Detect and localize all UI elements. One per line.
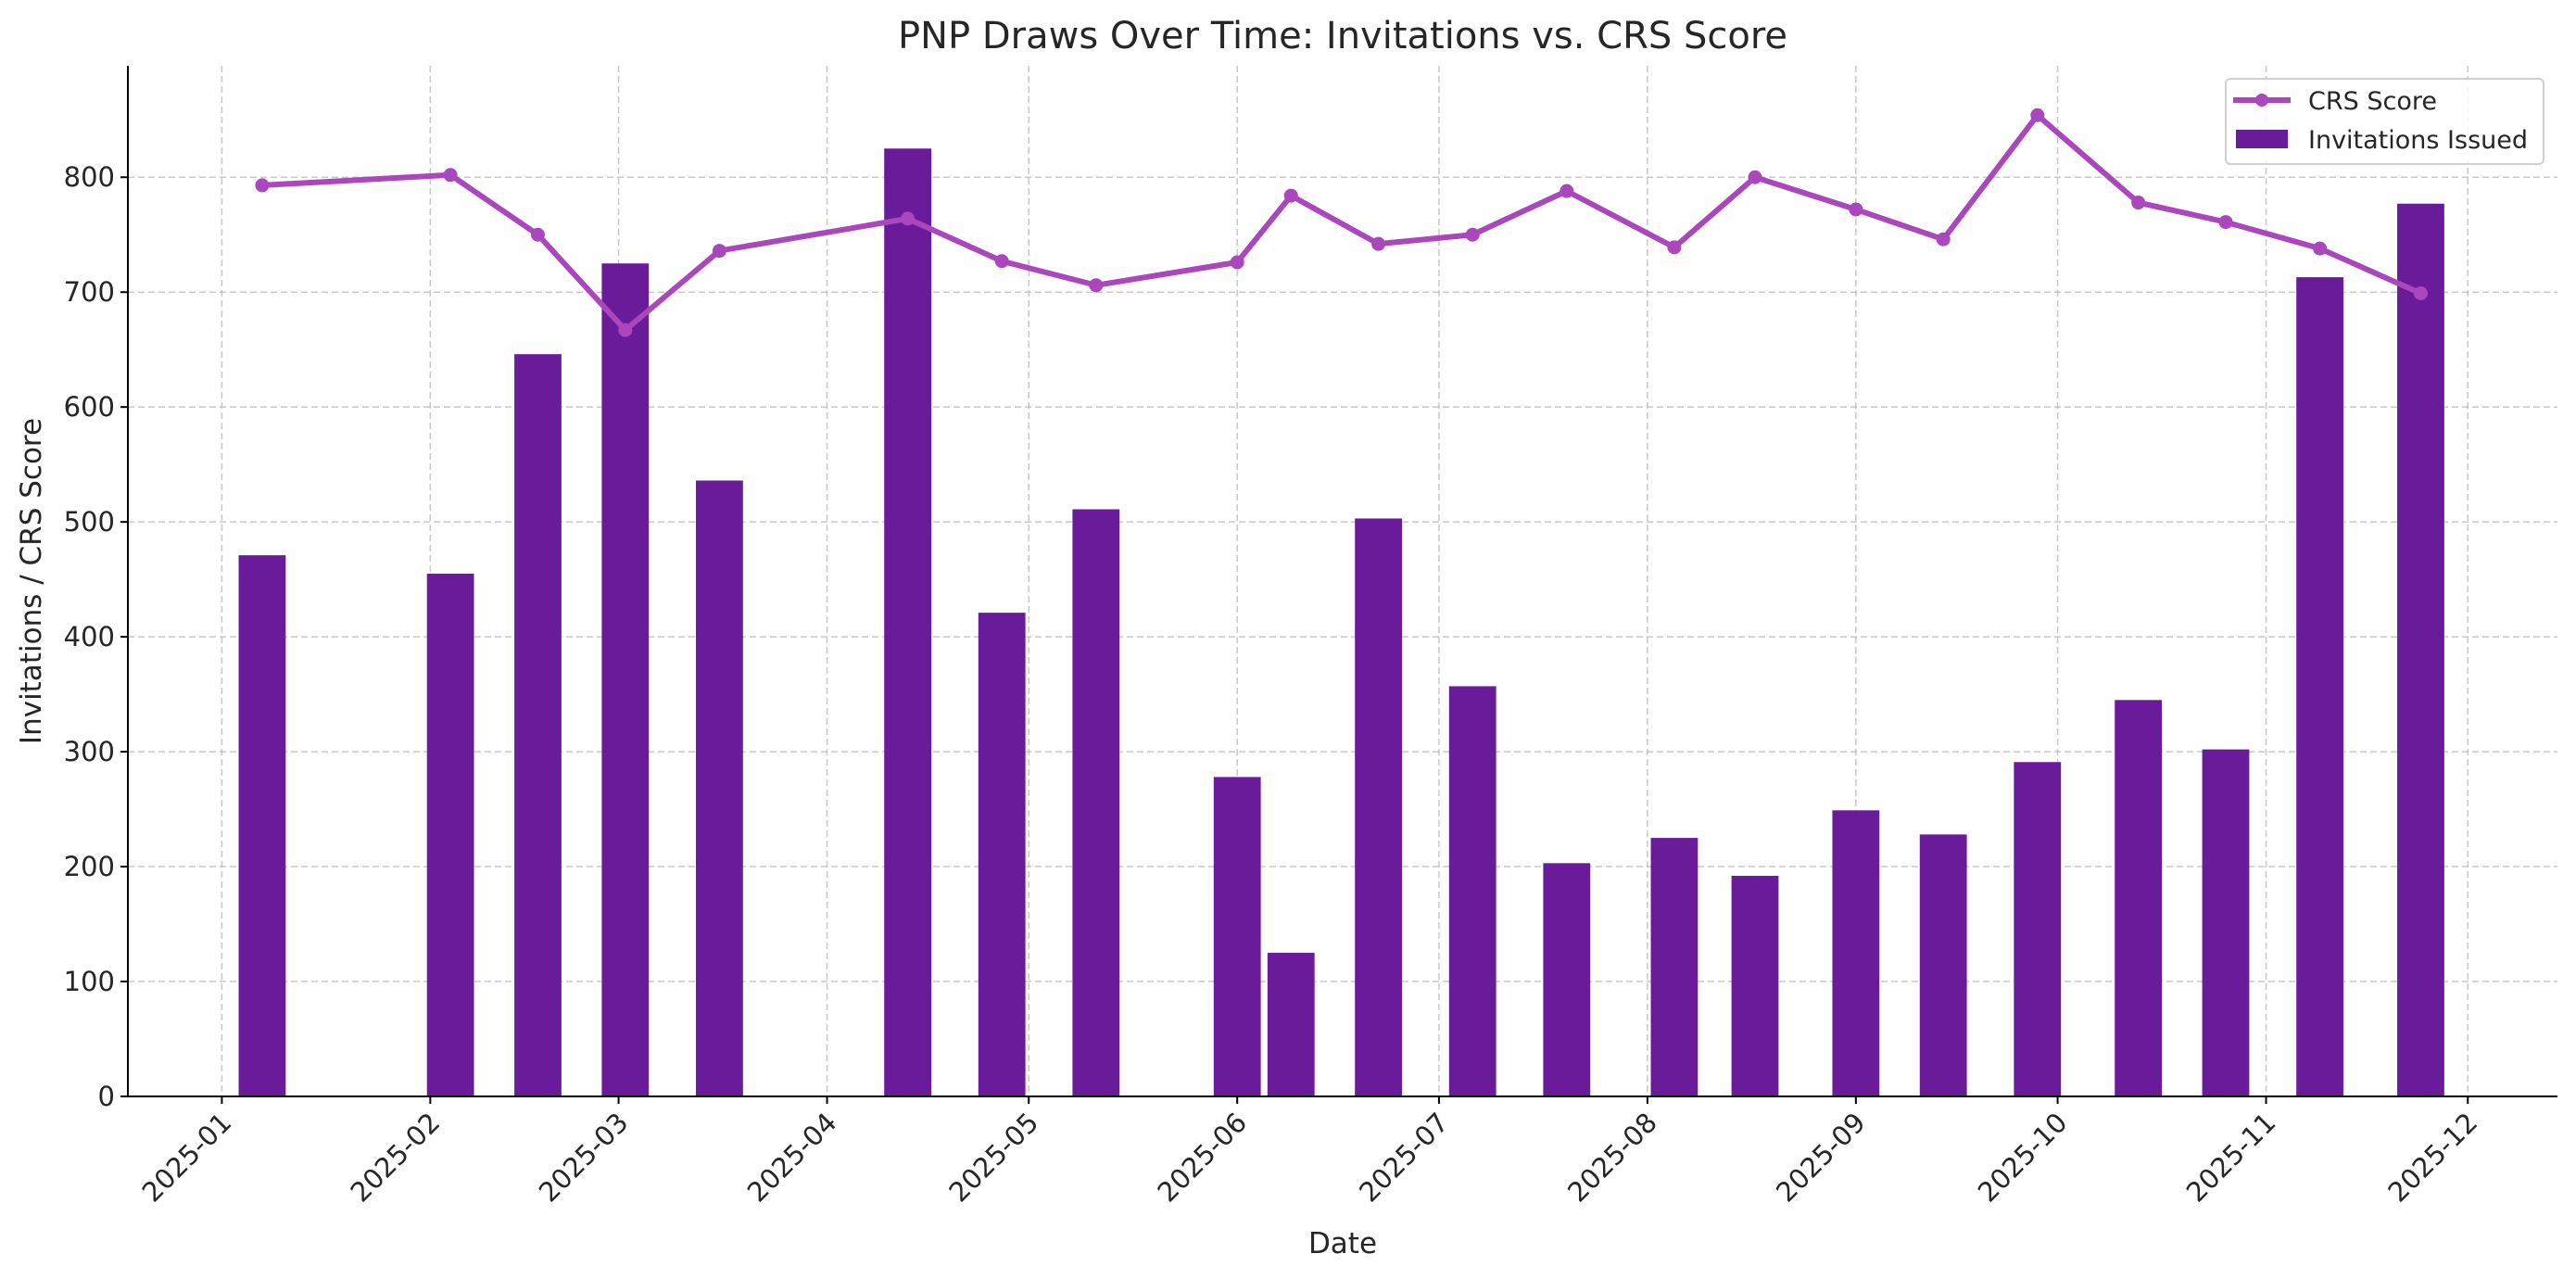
y-tick-label: 800 <box>64 161 115 193</box>
crs-point <box>994 254 1009 269</box>
y-tick-label: 500 <box>64 506 115 538</box>
crs-line-path <box>261 112 2422 334</box>
bar-invitations <box>2397 203 2444 1096</box>
y-axis-label: Invitations / CRS Score <box>15 418 48 744</box>
x-tick-label: 2025-08 <box>1561 1107 1663 1209</box>
crs-point <box>255 178 270 193</box>
y-tick-label: 600 <box>64 391 115 423</box>
crs-point <box>1849 202 1863 217</box>
bar-invitations <box>1213 777 1261 1096</box>
bar-invitations <box>1448 686 1496 1096</box>
x-tick-label: 2025-12 <box>2381 1107 2483 1209</box>
x-tick-label: 2025-04 <box>741 1107 843 1209</box>
crs-point <box>443 168 458 183</box>
bar-invitations <box>884 148 932 1097</box>
x-tick-label: 2025-10 <box>1972 1107 2074 1209</box>
bar-invitations <box>2202 749 2250 1096</box>
legend: CRS Score Invitations Issued <box>2225 78 2544 165</box>
x-tick-label: 2025-03 <box>533 1107 635 1209</box>
bar-invitations <box>978 613 1026 1096</box>
legend-box <box>2225 78 2544 165</box>
crs-point <box>530 227 545 242</box>
x-tick-label: 2025-07 <box>1353 1107 1455 1209</box>
bar-invitations <box>1919 834 1967 1096</box>
legend-crs-label: CRS Score <box>2308 87 2437 116</box>
crs-point <box>1465 227 1480 242</box>
y-tick-label: 0 <box>98 1081 115 1112</box>
crs-point <box>2218 215 2233 230</box>
crs-point <box>1230 255 1244 270</box>
bar-invitations <box>238 555 286 1096</box>
bar-invitations <box>2115 700 2163 1096</box>
y-tick-label: 400 <box>64 621 115 652</box>
crs-point <box>2313 241 2328 256</box>
bar-invitations <box>1650 838 1698 1096</box>
crs-line <box>255 108 2428 337</box>
crs-point <box>712 244 726 259</box>
y-tick-label: 300 <box>64 736 115 767</box>
crs-point <box>901 211 915 226</box>
bar-invitations <box>696 480 743 1096</box>
legend-bars-label: Invitations Issued <box>2308 126 2528 155</box>
crs-point <box>2131 196 2146 210</box>
crs-point <box>1371 236 1386 251</box>
crs-point <box>2413 285 2428 300</box>
grid <box>128 66 2557 1097</box>
y-tick-label: 100 <box>64 966 115 997</box>
y-tick-label: 200 <box>64 851 115 882</box>
bar-invitations <box>1731 875 1779 1096</box>
bar-invitations <box>601 263 650 1096</box>
crs-point <box>1559 184 1574 198</box>
legend-bar-swatch-icon <box>2236 130 2288 148</box>
x-tick-label: 2025-09 <box>1770 1107 1872 1209</box>
chart-title: PNP Draws Over Time: Invitations vs. CRS… <box>898 15 1787 57</box>
x-tick-label: 2025-01 <box>136 1107 238 1209</box>
x-tick-label: 2025-06 <box>1151 1107 1253 1209</box>
bars <box>238 148 2444 1097</box>
x-tick-label: 2025-05 <box>942 1107 1044 1209</box>
y-tick-label: 700 <box>64 276 115 308</box>
crs-point <box>1667 240 1682 255</box>
bar-invitations <box>1832 810 1880 1096</box>
crs-point <box>2030 108 2045 122</box>
bar-invitations <box>1072 509 1120 1096</box>
legend-crs-marker-icon <box>2255 94 2268 107</box>
x-axis-label: Date <box>1308 1227 1377 1260</box>
crs-point <box>1748 170 1762 184</box>
bar-invitations <box>1543 863 1591 1096</box>
crs-point <box>1283 188 1298 203</box>
crs-point <box>1936 232 1951 247</box>
x-tick-label: 2025-02 <box>345 1107 447 1209</box>
bar-invitations <box>514 354 562 1097</box>
bar-invitations <box>2014 762 2062 1096</box>
bar-invitations <box>1355 518 1403 1096</box>
crs-point <box>1089 278 1104 293</box>
bar-invitations <box>1267 953 1315 1096</box>
bar-invitations <box>2296 277 2343 1097</box>
bar-invitations <box>426 573 474 1096</box>
x-tick-label: 2025-11 <box>2180 1107 2282 1209</box>
crs-point <box>618 323 633 337</box>
